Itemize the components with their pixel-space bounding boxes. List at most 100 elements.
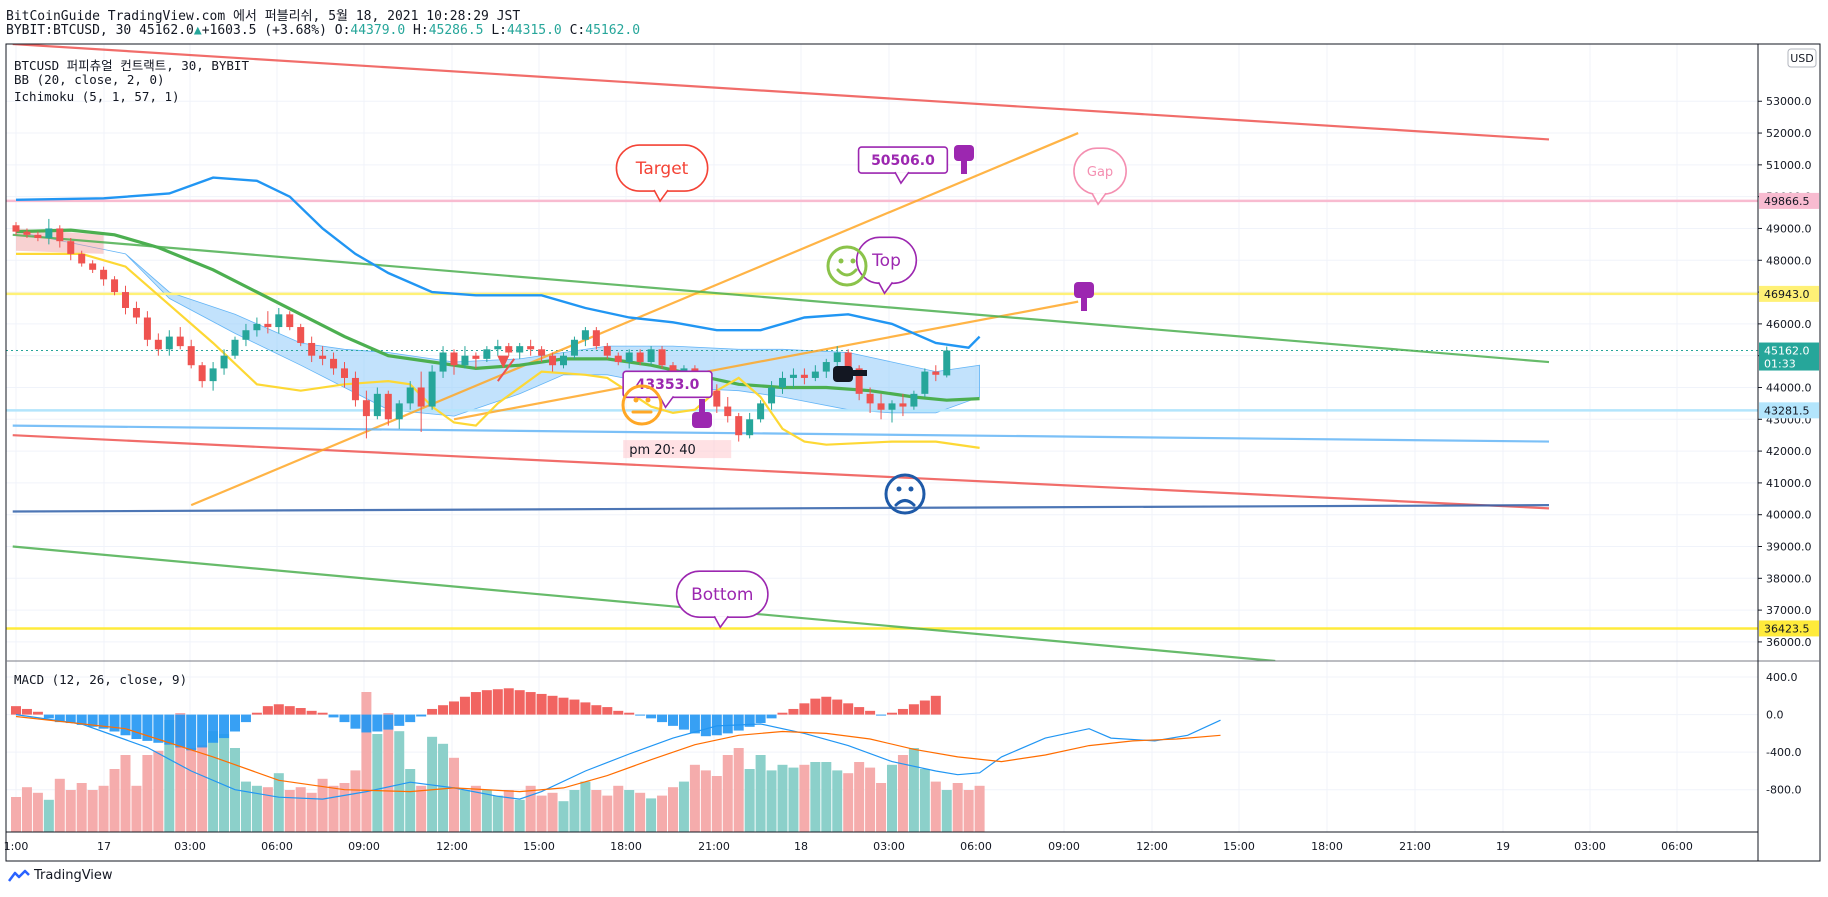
volume-bar (821, 762, 832, 832)
volume-bar (657, 795, 668, 832)
hand-finger (853, 370, 867, 376)
price-label-badge: 46943.0 (1759, 285, 1819, 302)
high-label: H: (413, 23, 429, 38)
macd-histogram-bar (405, 714, 416, 723)
macd-histogram-bar (438, 705, 449, 715)
time-axis[interactable]: 1:00 17 03:00 06:00 09:00 12:00 15:00 18:00 21:0… (4, 840, 1693, 853)
candle-body (789, 374, 797, 378)
candle-body (242, 330, 250, 340)
candle-body (143, 317, 151, 340)
volume-bar (372, 734, 383, 832)
macd-histogram-bar (32, 711, 43, 715)
callout-text: Top (871, 251, 901, 271)
price-label-bg (1759, 285, 1819, 302)
candle-body (921, 371, 929, 394)
volume-bar (317, 778, 328, 832)
ichimoku-lagging-line (16, 252, 980, 449)
macd-histogram-bar (591, 705, 602, 715)
macd-histogram-bar (120, 714, 131, 736)
price-tick-label: 37000.0 (1766, 604, 1812, 617)
candle-body (406, 387, 414, 404)
trendline (12, 424, 1550, 443)
callout-tail (877, 281, 894, 295)
candle-body (636, 352, 644, 363)
time-tick-label: 21:00 (698, 840, 730, 853)
macd-histogram-bar (240, 714, 251, 723)
time-tick-label: 15:00 (1223, 840, 1255, 853)
macd-histogram-bar (186, 714, 197, 751)
price-label-text: 45162.0 (1764, 345, 1810, 358)
candle-body (154, 339, 162, 350)
candle-body (614, 355, 622, 363)
volume-bar (854, 762, 865, 832)
volume-bar (580, 781, 591, 832)
volume-bar (974, 785, 985, 832)
sad-face-icon (884, 473, 926, 515)
macd-histogram-bar (109, 714, 120, 732)
candle-body (132, 307, 140, 318)
volume-bar (295, 787, 306, 832)
volume-bar (711, 776, 722, 832)
volume-bar (109, 769, 120, 832)
volume-bar (470, 785, 481, 832)
macd-histogram-bar (372, 714, 383, 732)
macd-histogram-bar (306, 710, 317, 715)
pointing-hand-icon (1074, 282, 1094, 311)
time-tick-label: 12:00 (1136, 840, 1168, 853)
price-label-badge: 45162.001:33 (1759, 342, 1819, 371)
volume-bar (427, 736, 438, 832)
smiley-eye (896, 486, 902, 492)
macd-histogram-bar (98, 714, 109, 729)
volume-bar (865, 767, 876, 832)
candle-body (297, 327, 305, 343)
macd-histogram-bar (164, 714, 175, 745)
macd-histogram-bar (755, 714, 766, 724)
up-arrow-icon: ▲ (193, 23, 202, 38)
price-label-countdown: 01:33 (1764, 358, 1796, 371)
candle-body (176, 336, 184, 347)
main-pane[interactable] (6, 44, 1758, 661)
trendline (453, 300, 1079, 421)
macd-tick-label: -400.0 (1766, 746, 1801, 759)
candle-body (658, 349, 666, 366)
volume-bar (689, 764, 700, 832)
volume-bar (919, 769, 930, 832)
volume-bar (416, 785, 427, 832)
volume-bar (668, 787, 678, 832)
currency-badge[interactable]: USD (1787, 48, 1817, 68)
volume-bar (678, 781, 689, 832)
legend-macd[interactable]: MACD (12, 26, close, 9) (14, 672, 188, 687)
candle-body (67, 241, 75, 254)
symbol-label[interactable]: BYBIT:BTCUSD, 30 (6, 23, 132, 38)
smiley-face (621, 384, 663, 426)
macd-histogram-bar (646, 714, 657, 719)
time-tick-label: 06:00 (960, 840, 992, 853)
candle-body (23, 231, 31, 235)
volume-bar (164, 720, 175, 832)
volume-bar (514, 799, 525, 832)
macd-line (15, 714, 1221, 800)
macd-pane[interactable] (11, 688, 1221, 832)
macd-histogram-bar (887, 712, 897, 715)
price-tick-label: 44000.0 (1766, 381, 1812, 394)
callout-annotation: 50506.0 (857, 146, 949, 185)
hand-finger (1081, 298, 1087, 311)
callout-text: Bottom (691, 585, 753, 605)
price-axis[interactable]: 53000.052000.051000.050000.049000.048000… (1758, 95, 1819, 797)
volume-bar (755, 755, 766, 832)
legend-bb[interactable]: BB (20, close, 2, 0) (14, 72, 165, 87)
legend-ichimoku[interactable]: Ichimoku (5, 1, 57, 1) (14, 89, 180, 104)
macd-histogram-bar (208, 714, 219, 743)
tradingview-footer[interactable]: TradingView (8, 868, 113, 883)
legend-title[interactable]: BTCUSD 퍼피츄얼 컨트랙트, 30, BYBIT (14, 58, 249, 73)
time-note-bg (623, 440, 732, 459)
macd-histogram-bar (602, 707, 613, 715)
macd-histogram-bar (832, 699, 843, 715)
candle-body (187, 346, 195, 366)
time-tick-label: 1:00 (4, 840, 29, 853)
pointing-hand-icon (692, 399, 712, 428)
volume-bar (142, 755, 153, 832)
volume-bar (175, 713, 186, 832)
price-tick-label: 40000.0 (1766, 509, 1812, 522)
